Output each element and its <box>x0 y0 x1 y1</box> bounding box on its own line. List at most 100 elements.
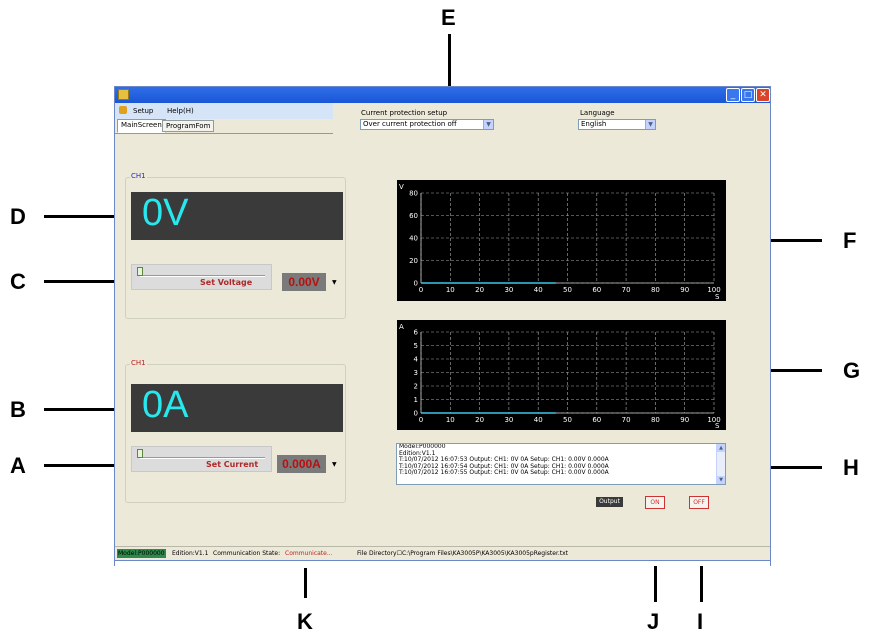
log-textbox[interactable]: Model:P000000 Edition:V1.1 T:10/07/2012 … <box>396 443 726 485</box>
current-group: CH1 <box>125 359 346 503</box>
status-bottom-bar <box>115 560 770 566</box>
y-tick-label: 20 <box>409 257 418 265</box>
y-tick-label: 80 <box>409 190 418 198</box>
current-slider[interactable]: Set Current <box>131 446 272 472</box>
voltage-set-value[interactable]: 0.00V <box>282 273 326 291</box>
x-tick-label: 50 <box>563 286 572 294</box>
x-tick-label: 20 <box>475 286 484 294</box>
status-comm-label: Communication State: <box>213 550 281 557</box>
current-slider-label: Set Current <box>204 460 261 469</box>
callout-d: D <box>10 204 26 229</box>
app-icon <box>118 89 129 100</box>
callout-e-line <box>448 34 451 116</box>
graph-xlabel: S <box>715 422 720 430</box>
current-group-title: CH1 <box>130 359 147 367</box>
protection-label: Current protection setup <box>361 109 448 117</box>
protection-select[interactable]: Over current protection off ▼ <box>360 119 494 130</box>
x-tick-label: 100 <box>707 286 720 294</box>
y-tick-label: 4 <box>414 356 419 364</box>
menu-setup[interactable]: Setup <box>133 107 154 115</box>
x-tick-label: 90 <box>680 286 689 294</box>
voltage-slider[interactable]: Set Voltage <box>131 264 272 290</box>
callout-b-line <box>44 408 122 411</box>
status-model: Model:P000000 <box>117 549 166 558</box>
log-line: T:10/07/2012 16:07:55 Output: CH1: 0V 0A… <box>399 469 609 477</box>
callout-h-line <box>730 466 822 469</box>
voltage-group: CH1 <box>125 172 346 319</box>
callout-h: H <box>843 455 859 480</box>
x-tick-label: 0 <box>419 416 423 424</box>
title-bar[interactable]: _ □ ✕ <box>115 87 770 103</box>
x-tick-label: 60 <box>592 416 601 424</box>
status-edition: Edition:V1.1 <box>172 550 209 557</box>
scroll-up-icon[interactable]: ▲ <box>717 444 725 452</box>
callout-f: F <box>843 228 857 253</box>
x-tick-label: 30 <box>504 286 513 294</box>
chevron-down-icon[interactable]: ▼ <box>483 120 493 129</box>
status-bar: Model:P000000 Edition:V1.1 Communication… <box>115 546 770 560</box>
maximize-button[interactable]: □ <box>741 88 755 102</box>
x-tick-label: 50 <box>563 416 572 424</box>
output-on-button[interactable]: ON <box>645 496 665 509</box>
log-line: T:10/07/2012 16:07:53 Output: CH1: 0V 0A… <box>399 456 609 464</box>
tab-program-form[interactable]: ProgramFom <box>162 120 215 132</box>
app-window: _ □ ✕ Setup Help(H) MainScreen ProgramFo… <box>114 86 771 566</box>
y-tick-label: 40 <box>409 235 418 243</box>
current-set-dropdown-icon[interactable]: ▼ <box>332 461 337 468</box>
y-tick-label: 0 <box>414 410 418 418</box>
language-select[interactable]: English ▼ <box>578 119 656 130</box>
callout-a-line <box>44 464 122 467</box>
voltage-group-title: CH1 <box>130 172 147 180</box>
tab-underline <box>115 133 333 134</box>
log-line: Edition:V1.1 <box>399 449 436 457</box>
tab-main-screen[interactable]: MainScreen <box>117 119 166 133</box>
x-tick-label: 40 <box>534 416 543 424</box>
callout-d-line <box>44 215 122 218</box>
protection-select-value: Over current protection off <box>363 120 457 128</box>
x-tick-label: 20 <box>475 416 484 424</box>
scroll-down-icon[interactable]: ▼ <box>717 476 725 484</box>
menu-bar: Setup Help(H) <box>115 103 333 119</box>
callout-b: B <box>10 397 26 422</box>
callout-i: I <box>697 609 704 634</box>
voltage-slider-thumb[interactable] <box>137 267 143 276</box>
current-slider-thumb[interactable] <box>137 449 143 458</box>
x-tick-label: 100 <box>707 416 720 424</box>
language-select-value: English <box>581 120 607 128</box>
output-off-button[interactable]: OFF <box>689 496 709 509</box>
x-tick-label: 30 <box>504 416 513 424</box>
callout-c-line <box>44 280 122 283</box>
close-button[interactable]: ✕ <box>756 88 770 102</box>
callout-g-line <box>730 369 822 372</box>
output-label: Output <box>596 497 623 507</box>
status-file-directory: File Directory☐C:\Program Files\KA3005P\… <box>357 550 569 557</box>
current-display: 0A <box>131 384 343 432</box>
current-slider-track <box>140 457 265 459</box>
status-comm-value: Communicate... <box>285 550 333 557</box>
x-tick-label: 80 <box>651 286 660 294</box>
x-tick-label: 70 <box>622 286 631 294</box>
log-line: Model:P000000 <box>399 443 446 450</box>
current-set-value[interactable]: 0.000A <box>277 455 326 473</box>
menu-help[interactable]: Help(H) <box>167 107 194 115</box>
callout-c: C <box>10 269 26 294</box>
y-tick-label: 3 <box>414 369 418 377</box>
y-tick-label: 2 <box>414 383 418 391</box>
x-tick-label: 90 <box>680 416 689 424</box>
voltage-set-dropdown-icon[interactable]: ▼ <box>332 279 337 286</box>
log-scrollbar[interactable]: ▲ ▼ <box>716 444 725 484</box>
graph-ylabel: V <box>399 183 404 191</box>
current-graph: A S 0 1 2 3 4 5 6 0 10 20 30 40 50 60 70 80 90 100 <box>397 320 726 430</box>
x-tick-label: 80 <box>651 416 660 424</box>
callout-j: J <box>647 609 660 634</box>
setup-icon <box>119 106 127 114</box>
y-tick-label: 5 <box>414 342 418 350</box>
y-tick-label: 6 <box>414 329 419 337</box>
minimize-button[interactable]: _ <box>726 88 740 102</box>
tab-strip: MainScreen ProgramFom <box>115 119 333 133</box>
graph-ylabel: A <box>399 323 404 331</box>
chevron-down-icon[interactable]: ▼ <box>645 120 655 129</box>
x-tick-label: 0 <box>419 286 423 294</box>
callout-g: G <box>843 358 861 383</box>
